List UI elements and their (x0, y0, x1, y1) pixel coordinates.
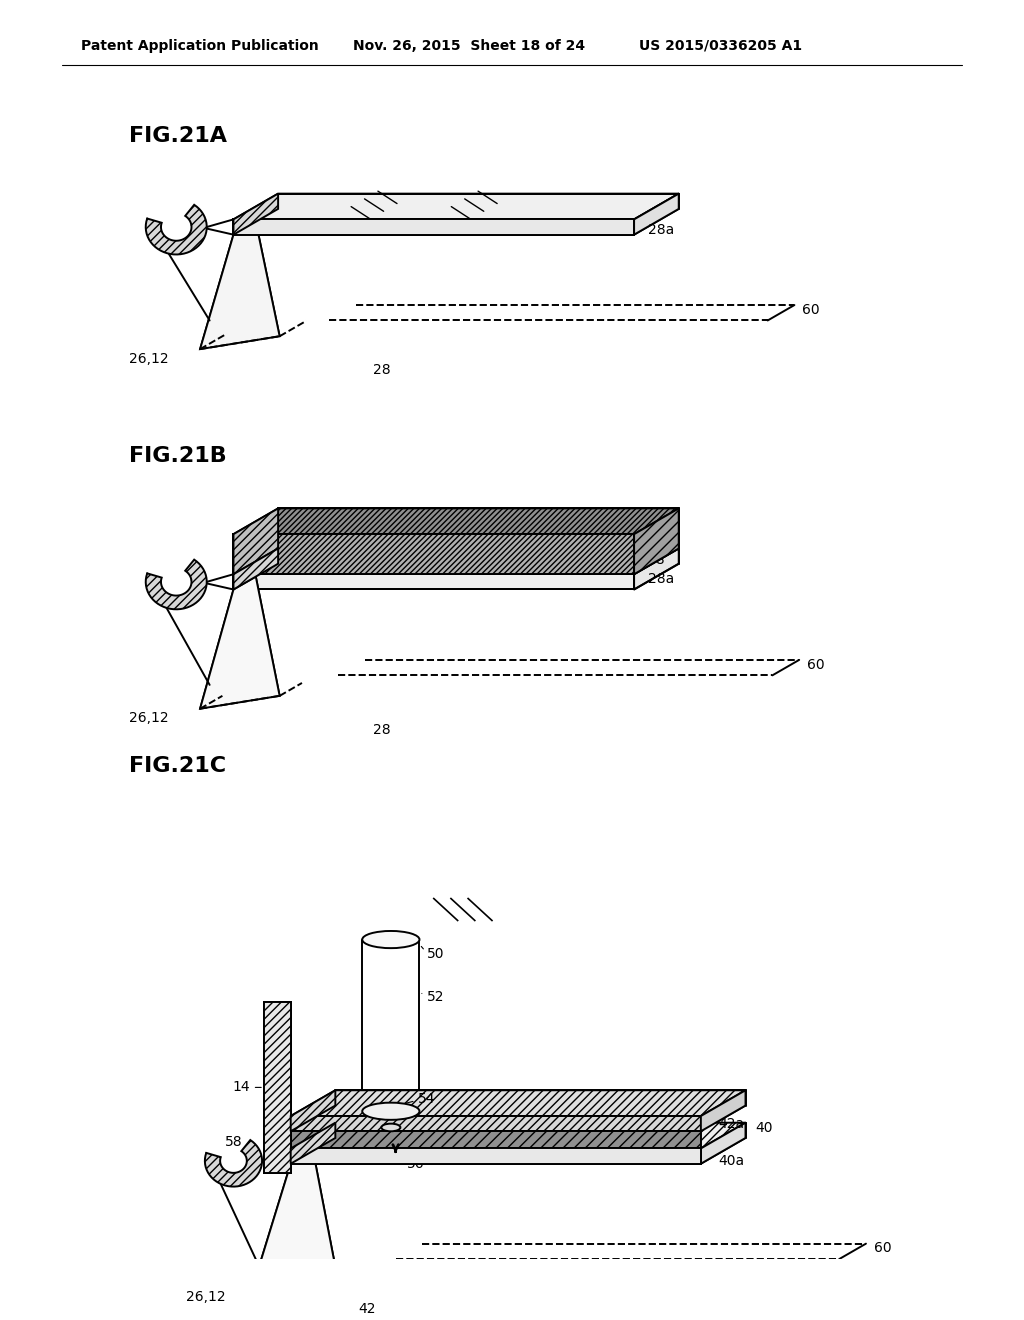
Text: 42: 42 (358, 1302, 376, 1316)
Polygon shape (200, 222, 280, 348)
Ellipse shape (381, 1123, 400, 1131)
Text: 40a: 40a (718, 1154, 744, 1168)
Text: 14: 14 (232, 1080, 250, 1094)
Text: 28a: 28a (648, 223, 675, 236)
Polygon shape (264, 1002, 291, 1173)
Polygon shape (634, 508, 679, 574)
Text: FIG.21C: FIG.21C (129, 756, 225, 776)
Polygon shape (291, 1131, 700, 1148)
Text: US 2015/0336205 A1: US 2015/0336205 A1 (639, 38, 802, 53)
Text: Patent Application Publication: Patent Application Publication (81, 38, 318, 53)
Text: 60: 60 (802, 302, 819, 317)
Polygon shape (145, 560, 207, 610)
Text: 56: 56 (408, 1156, 425, 1171)
Text: 26,12: 26,12 (129, 351, 168, 366)
Polygon shape (145, 205, 207, 255)
Polygon shape (291, 1123, 335, 1164)
Text: 54: 54 (418, 1092, 435, 1106)
Text: Nov. 26, 2015  Sheet 18 of 24: Nov. 26, 2015 Sheet 18 of 24 (352, 38, 585, 53)
Text: 60: 60 (807, 657, 824, 672)
Text: 58: 58 (648, 553, 666, 566)
Polygon shape (291, 1115, 700, 1131)
Polygon shape (233, 219, 634, 235)
Polygon shape (205, 1140, 262, 1187)
Ellipse shape (362, 1102, 420, 1119)
Polygon shape (233, 194, 279, 235)
Text: 40: 40 (755, 1122, 772, 1135)
Polygon shape (634, 194, 679, 235)
Text: FIG.21A: FIG.21A (129, 127, 226, 147)
Text: 26,12: 26,12 (185, 1290, 225, 1304)
Polygon shape (233, 508, 279, 574)
Polygon shape (200, 577, 280, 709)
Polygon shape (700, 1123, 745, 1164)
Text: 28: 28 (373, 723, 390, 737)
Ellipse shape (362, 931, 420, 948)
Polygon shape (233, 535, 634, 574)
Text: 58: 58 (225, 1135, 243, 1148)
Polygon shape (291, 1148, 700, 1164)
Polygon shape (291, 1090, 745, 1115)
Text: FIG.21B: FIG.21B (129, 446, 226, 466)
Text: 52: 52 (427, 990, 444, 1003)
Polygon shape (291, 1090, 335, 1131)
Polygon shape (233, 549, 279, 590)
Text: 60: 60 (873, 1241, 891, 1255)
Polygon shape (233, 194, 679, 219)
Polygon shape (233, 574, 634, 590)
Polygon shape (700, 1090, 745, 1131)
Text: 50: 50 (427, 946, 444, 961)
Polygon shape (291, 1123, 745, 1148)
Polygon shape (233, 508, 679, 535)
Polygon shape (253, 1151, 337, 1288)
Polygon shape (634, 549, 679, 590)
Text: 28a: 28a (648, 572, 675, 586)
Text: 28: 28 (373, 363, 390, 378)
Text: 26,12: 26,12 (129, 711, 168, 725)
Text: 42a: 42a (718, 1117, 744, 1131)
